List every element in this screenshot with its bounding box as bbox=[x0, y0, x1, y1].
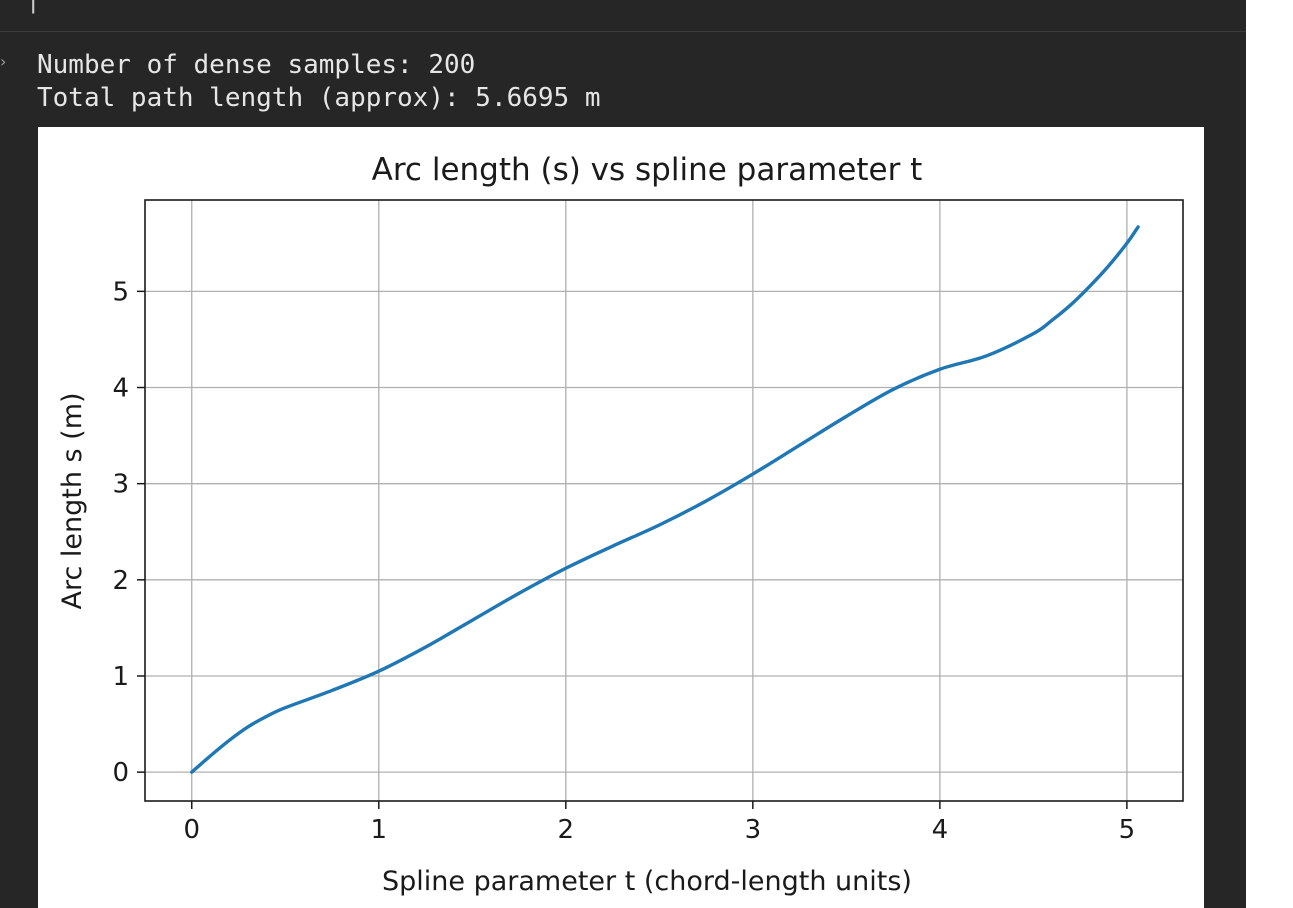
stdout-line-path-length: Total path length (approx): 5.6695 m bbox=[37, 83, 601, 113]
y-tick-label: 3 bbox=[112, 470, 129, 500]
plot-frame bbox=[144, 199, 1184, 802]
x-tick-label: 2 bbox=[558, 815, 575, 845]
axis-ticks: 0 1 2 3 4 5 0 1 2 3 4 5 bbox=[112, 277, 1135, 845]
cell-divider bbox=[0, 31, 1246, 32]
x-tick-label: 1 bbox=[371, 815, 388, 845]
x-tick-label: 0 bbox=[183, 815, 200, 845]
matplotlib-figure: 0 1 2 3 4 5 0 1 2 3 4 5 Arc length (s) vs spline pa… bbox=[38, 127, 1204, 908]
x-axis-label: Spline parameter t (chord-length units) bbox=[382, 866, 912, 897]
stdout-line-samples: Number of dense samples: 200 bbox=[37, 50, 476, 80]
y-tick-label: 5 bbox=[112, 277, 129, 307]
x-tick-label: 3 bbox=[745, 815, 762, 845]
x-tick-label: 5 bbox=[1119, 815, 1136, 845]
series-layer bbox=[190, 225, 1140, 774]
y-tick-label: 2 bbox=[112, 566, 129, 596]
right-margin bbox=[1246, 0, 1293, 908]
x-tick-label: 4 bbox=[932, 815, 949, 845]
y-axis-label: Arc length s (m) bbox=[57, 392, 88, 609]
arc-length-chart: 0 1 2 3 4 5 0 1 2 3 4 5 Arc length (s) vs spline pa… bbox=[57, 152, 1184, 897]
collapse-output-icon[interactable]: › bbox=[0, 52, 7, 71]
arc-length-series-line bbox=[190, 225, 1140, 774]
y-tick-label: 1 bbox=[112, 662, 129, 692]
cell-stdout: Number of dense samples: 200 Total path … bbox=[37, 49, 601, 115]
chart-title: Arc length (s) vs spline parameter t bbox=[372, 152, 923, 188]
y-tick-label: 0 bbox=[112, 758, 129, 788]
y-tick-label: 4 bbox=[112, 374, 129, 404]
previous-cell-fragment: | bbox=[26, 0, 41, 14]
notebook-output-area: | › Number of dense samples: 200 Total p… bbox=[0, 0, 1246, 908]
grid-lines bbox=[145, 200, 1183, 801]
